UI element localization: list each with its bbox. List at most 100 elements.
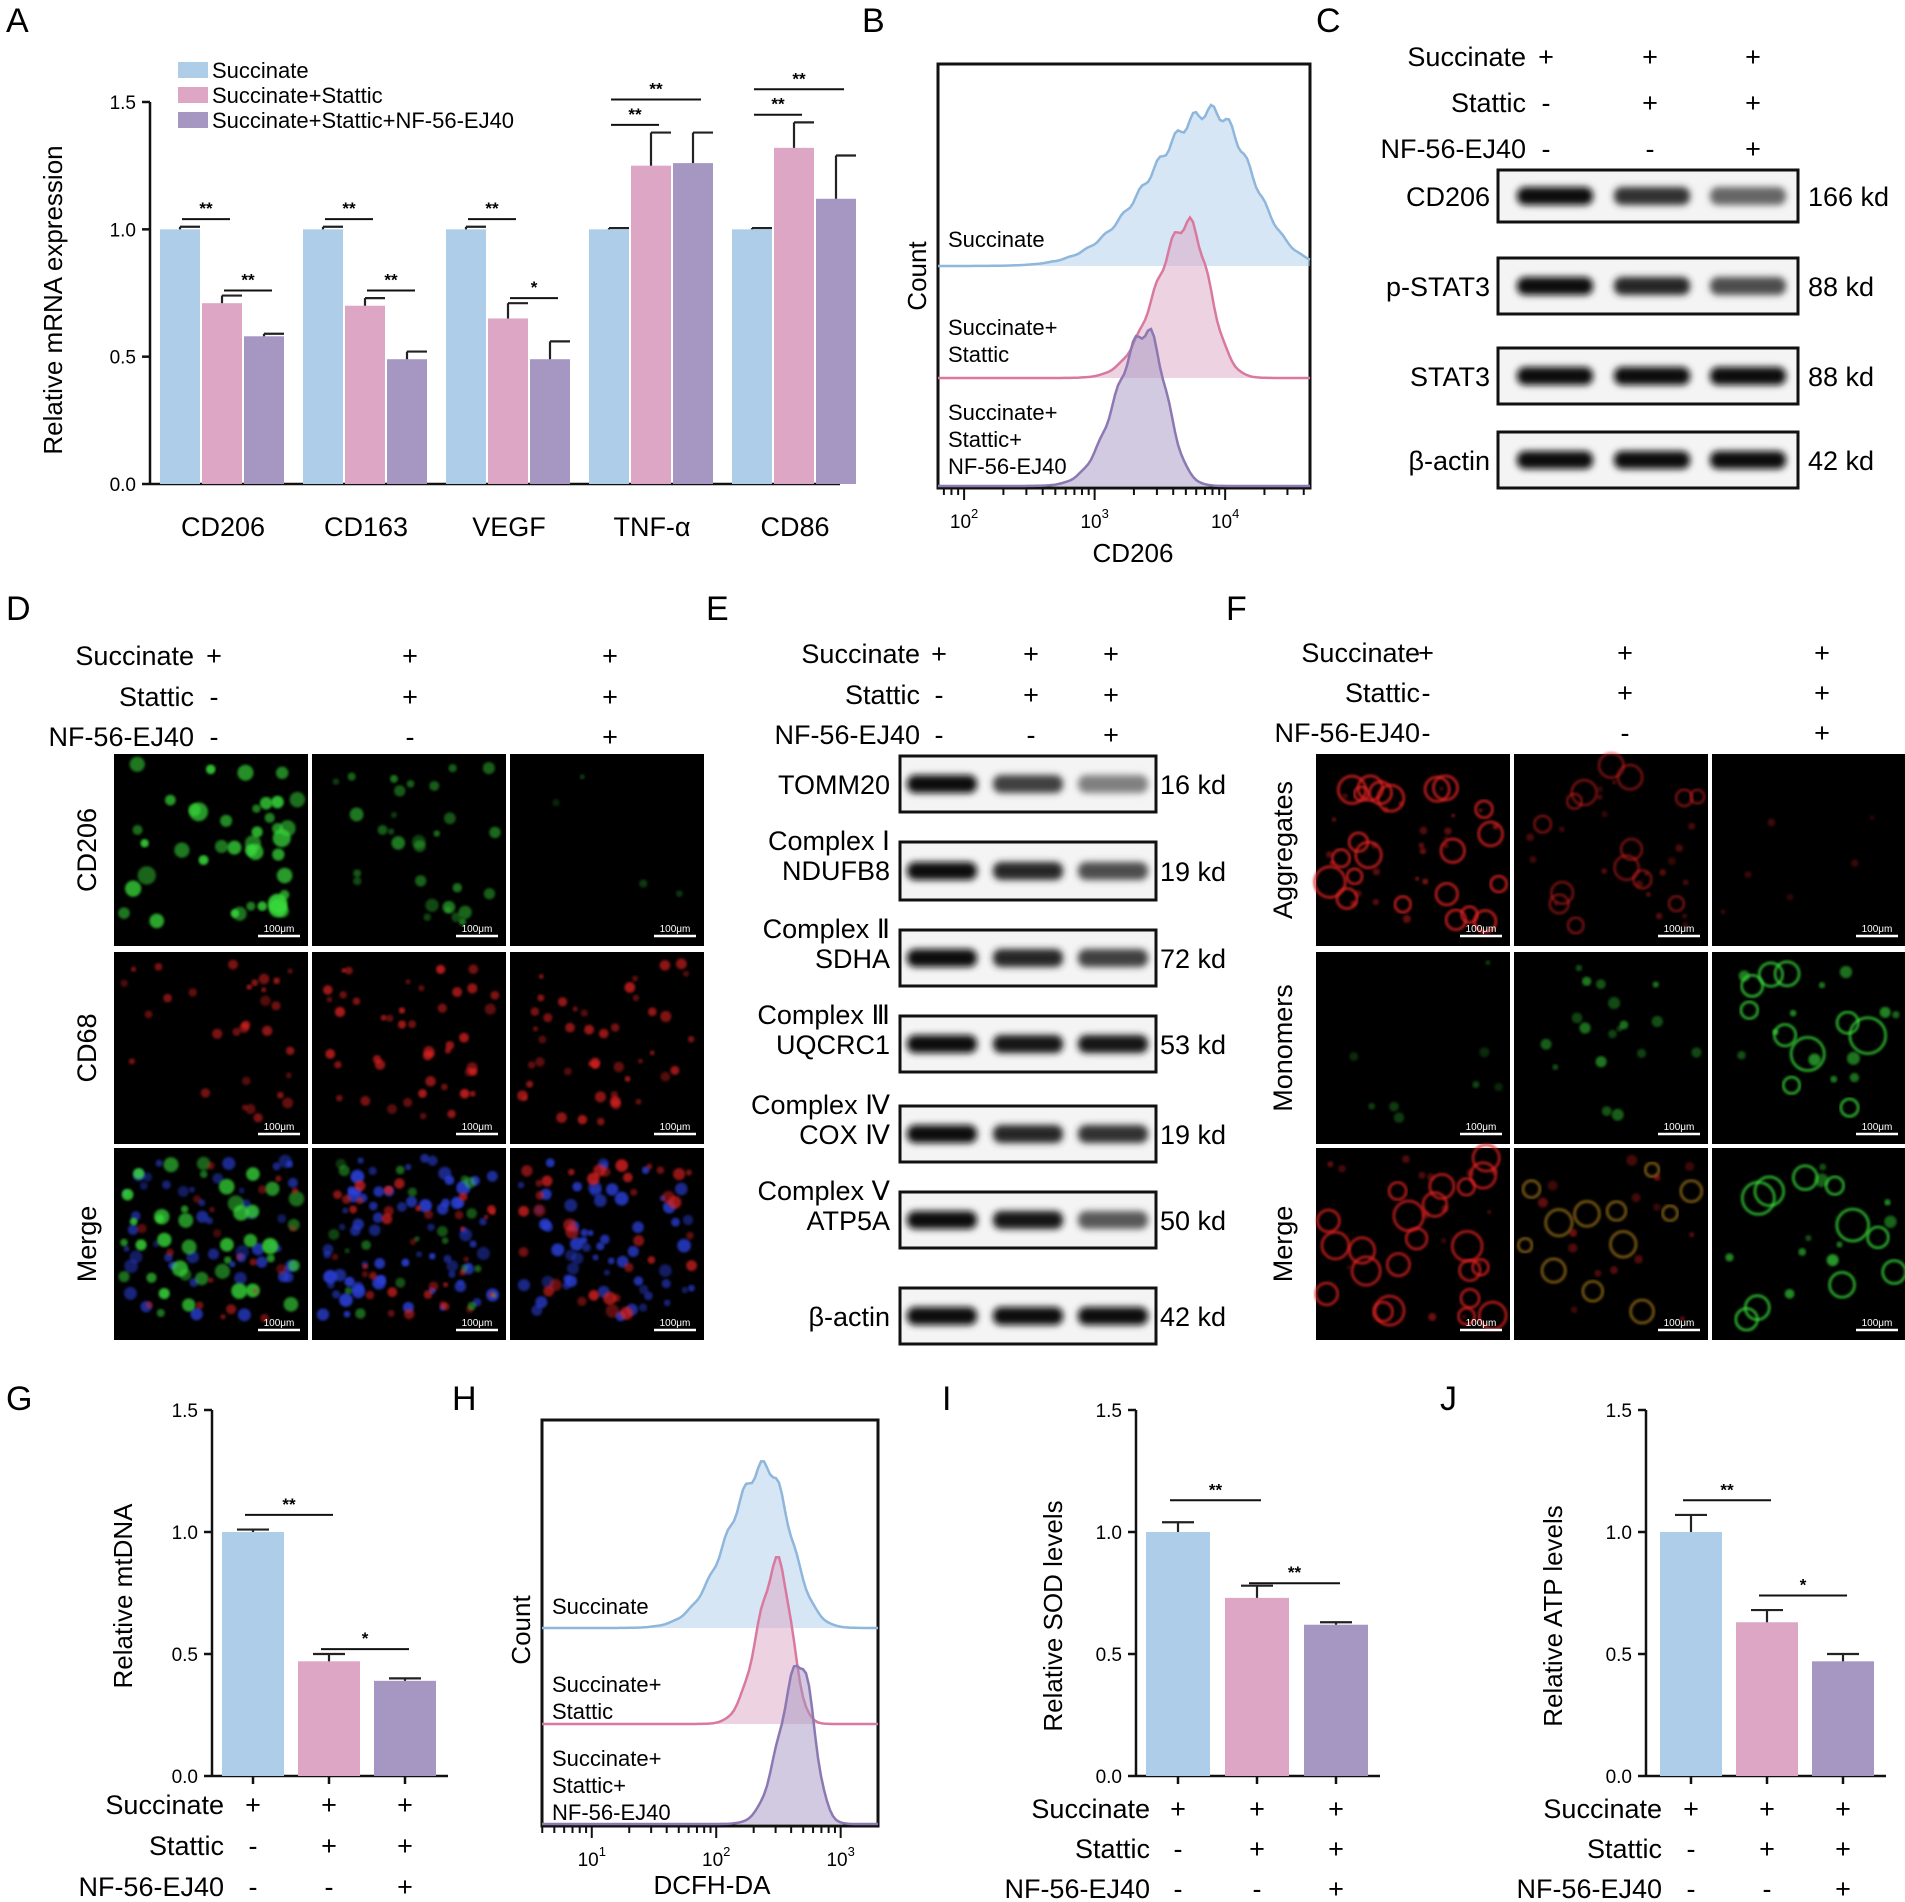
panel-d-cell xyxy=(279,820,296,837)
panel-c-band-label: p-STAT3 xyxy=(1386,272,1490,302)
panel-d-cell xyxy=(188,1186,195,1193)
panel-b-series-label: Succinate xyxy=(948,227,1045,252)
panel-c-mark: + xyxy=(1745,42,1761,72)
panel-d-cell xyxy=(164,794,176,806)
panel-f-cell xyxy=(1720,909,1726,915)
panel-d-cell xyxy=(253,1113,263,1123)
panel-d-cell xyxy=(361,1240,371,1250)
panel-f-scale-label: 100μm xyxy=(1862,1122,1893,1133)
panel-d-cell xyxy=(387,1287,398,1298)
panel-d-cell xyxy=(396,1201,407,1212)
panel-a-sig-label: ** xyxy=(199,199,213,218)
panel-f-cell xyxy=(1682,921,1689,929)
panel-f-row-label: Aggregates xyxy=(1268,781,1298,919)
panel-j-bar xyxy=(1736,1622,1798,1776)
panel-d-cell xyxy=(415,1205,422,1212)
panel-b-flow-histogram: SuccinateSuccinate+StatticSuccinate+Stat… xyxy=(902,62,1312,568)
panel-d-cell xyxy=(458,918,467,926)
panel-f-cell xyxy=(1377,780,1382,785)
panel-f-row-label: NF-56-EJ40 xyxy=(1274,718,1420,748)
panel-j-bar xyxy=(1812,1661,1874,1776)
panel-d-cell xyxy=(437,1225,448,1237)
panel-d-row-label: CD68 xyxy=(72,1013,102,1082)
panel-j-plot-area: 0.00.51.01.5***Succinate + + +Stattic - + +NF-… xyxy=(1516,1401,1886,1902)
panel-j-bar xyxy=(1660,1532,1722,1776)
panel-d-cell xyxy=(383,1185,394,1195)
panel-d-cell xyxy=(287,1177,298,1188)
panel-i-mark: + xyxy=(1249,1834,1265,1864)
panel-d-cell xyxy=(188,803,201,817)
panel-d-cell xyxy=(145,1301,153,1309)
panel-d-cell xyxy=(682,970,689,977)
panel-a-sig-label: ** xyxy=(241,270,255,289)
panel-f-cell xyxy=(1533,814,1553,834)
panel-g-ytick-label: 0.0 xyxy=(172,1767,198,1788)
panel-d-cell xyxy=(288,1190,305,1207)
panel-d-cell xyxy=(428,1281,439,1292)
panel-a-category-label: CD86 xyxy=(760,512,829,542)
panel-i-sig-label: ** xyxy=(1209,1480,1223,1499)
panel-f-cell xyxy=(1629,1298,1655,1325)
panel-d-cell xyxy=(334,1061,342,1069)
panel-d-cell xyxy=(289,1224,297,1232)
panel-f-cell xyxy=(1839,965,1853,979)
panel-d-cell xyxy=(350,1169,365,1184)
panel-d-cell xyxy=(458,1192,468,1202)
panel-f-cell xyxy=(1346,1265,1351,1270)
panel-d-cell xyxy=(538,973,544,980)
legend-label-succinate: Succinate xyxy=(212,58,309,83)
panel-d-cell xyxy=(372,1276,386,1290)
panel-d-cell xyxy=(212,1229,222,1238)
panel-h-xlabel: DCFH-DA xyxy=(654,1870,772,1900)
legend-swatch-nf xyxy=(178,112,208,128)
panel-d-cell xyxy=(344,1287,352,1295)
panel-d-cell xyxy=(670,1065,680,1076)
panel-f-cell xyxy=(1354,890,1362,898)
panel-f-cell xyxy=(1472,1081,1480,1089)
panel-e-band-label: TOMM20 xyxy=(778,770,890,800)
panel-d-cell xyxy=(395,1165,405,1175)
panel-d-cell xyxy=(271,795,284,809)
panel-f-cell xyxy=(1679,1316,1685,1322)
panel-d-cell xyxy=(351,1281,364,1294)
panel-a-category-label: CD163 xyxy=(324,512,408,542)
panel-f-cell xyxy=(1478,808,1483,813)
panel-i-mark: + xyxy=(1170,1794,1186,1824)
panel-d-cell xyxy=(444,1175,455,1186)
panel-d-cell xyxy=(405,1196,418,1208)
panel-f-cell xyxy=(1544,1208,1574,1238)
panel-d-cell xyxy=(129,1217,138,1226)
panel-g-bar-chart: Relative mtDNA 0.00.51.01.5***Succinate +… xyxy=(78,1401,448,1902)
panel-i-mark: + xyxy=(1328,1874,1344,1902)
panel-d-cell xyxy=(190,1307,203,1321)
panel-e-row-label: Succinate xyxy=(801,639,920,669)
panel-f-cell xyxy=(1573,1200,1601,1228)
panel-f-cell xyxy=(1601,1106,1612,1117)
panel-d-cell xyxy=(322,985,333,995)
panel-a-sig-label: * xyxy=(531,278,538,297)
panel-d-cell xyxy=(245,1204,260,1219)
panel-d-cell xyxy=(177,1185,189,1197)
panel-f-cell xyxy=(1571,1012,1583,1024)
panel-d-cell xyxy=(352,997,361,1006)
panel-d-cell xyxy=(587,1172,600,1186)
panel-f-cell xyxy=(1691,1047,1702,1058)
panel-d-cell xyxy=(662,1190,675,1204)
panel-b-histogram-fill xyxy=(938,329,1310,486)
panel-d-cell xyxy=(335,1158,347,1170)
panel-f-cell xyxy=(1401,1155,1410,1164)
panel-f-cell xyxy=(1824,1175,1845,1196)
panel-a-bar xyxy=(732,229,772,484)
panel-a-ylabel: Relative mRNA expression xyxy=(38,145,68,454)
panel-f-cell xyxy=(1376,783,1406,813)
panel-f-cell xyxy=(1601,810,1608,818)
panel-f-cell xyxy=(1451,813,1456,818)
panel-e-kd-label: 42 kd xyxy=(1160,1302,1226,1332)
panel-label-b: B xyxy=(862,2,885,40)
panel-f-cell xyxy=(1651,1015,1663,1028)
panel-d-cell xyxy=(423,913,432,921)
panel-d-cell xyxy=(244,835,262,852)
panel-g-mark: - xyxy=(249,1831,258,1861)
panel-d-cell xyxy=(207,1248,220,1260)
panel-d-cell xyxy=(383,1205,394,1217)
